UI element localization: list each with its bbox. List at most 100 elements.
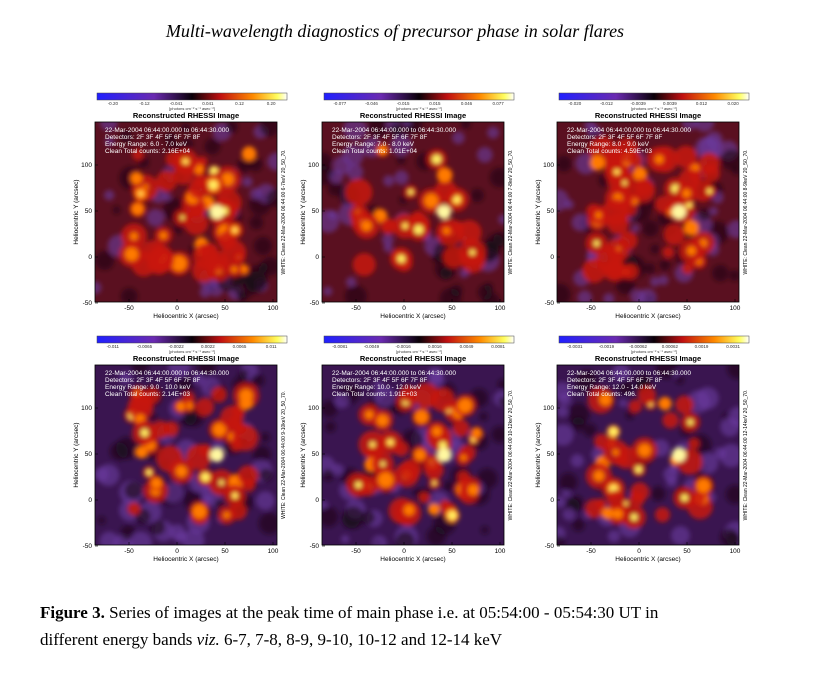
background-speckle [711, 264, 729, 282]
y-tick-label: -50 [83, 300, 93, 307]
background-speckle [631, 224, 640, 233]
background-speckle [129, 531, 153, 545]
y-tick-label: -50 [545, 543, 555, 550]
caption-text: Series of images at the peak time of mai… [109, 603, 659, 622]
background-speckle [396, 155, 406, 165]
emission-core [601, 507, 614, 520]
caption-label: Figure 3. [40, 603, 105, 622]
background-speckle [450, 284, 463, 297]
background-speckle [649, 276, 660, 287]
colorbar-unit: [photons cm⁻² s⁻¹ asec⁻²] [396, 106, 442, 111]
emission-core [683, 220, 700, 236]
figure: -0.20 -0.12 -0.041 0.041 0.12 0.20 [photons cm… [73, 92, 750, 563]
background-speckle [374, 386, 396, 408]
y-axis-label: Heliocentric Y (arcsec) [300, 179, 307, 244]
image-info: 22-Mar-2004 06:44:00.000 to 06:44:30.000 [332, 370, 456, 377]
colorbar-tick-label: 0.0019 [695, 344, 709, 349]
colorbar [96, 92, 288, 101]
emission-peak [436, 205, 451, 219]
background-speckle [322, 209, 340, 233]
emission-blob [637, 386, 657, 405]
colorbar-unit: [photons cm⁻² s⁻¹ asec⁻²] [631, 349, 677, 354]
background-speckle [95, 467, 109, 482]
y-tick-label: 0 [315, 497, 319, 504]
background-speckle [259, 468, 273, 482]
emission-peak [380, 461, 386, 467]
emission-core [686, 246, 696, 256]
colorbar-tick-label: -0.077 [333, 101, 346, 106]
y-tick-label: 100 [543, 405, 554, 412]
background-speckle [395, 531, 415, 545]
background-speckle [557, 405, 569, 418]
y-tick-label: 0 [88, 254, 92, 261]
background-speckle [236, 292, 248, 302]
image-info: Clean Total counts: 1.01E+04 [332, 148, 417, 155]
image-info: Energy Range: 12.0 - 14.0 keV [567, 384, 657, 391]
image-info: Detectors: 2F 3F 4F 5F 6F 7F 8F [567, 134, 662, 141]
y-tick-label: 100 [543, 162, 554, 169]
emission-core [428, 503, 440, 516]
background-speckle [426, 526, 447, 545]
emission-core [403, 504, 415, 516]
background-speckle [197, 365, 216, 377]
emission-core [612, 508, 623, 520]
background-speckle [242, 176, 253, 188]
emission-core [364, 410, 374, 420]
background-speckle [99, 122, 118, 132]
background-speckle [681, 122, 699, 131]
emission-core [460, 454, 467, 461]
background-speckle [95, 250, 115, 271]
colorbar-unit: [photons cm⁻² s⁻¹ asec⁻²] [396, 349, 442, 354]
background-speckle [345, 276, 357, 288]
emission-peak [608, 427, 619, 437]
background-speckle [658, 275, 669, 286]
background-speckle [342, 144, 364, 166]
emission-blob [678, 168, 700, 190]
background-speckle [729, 269, 739, 281]
colorbar-tick-label: -0.00062 [629, 344, 647, 349]
emission-core [593, 470, 605, 482]
x-tick-label: 0 [402, 548, 406, 555]
background-speckle [97, 516, 106, 525]
x-tick-label: 100 [268, 305, 279, 312]
side-label: WHITE: Clean 22-Mar-2004 06:44:00 6-7keV… [281, 149, 287, 274]
x-tick-label: 100 [268, 548, 279, 555]
background-speckle [104, 136, 115, 147]
caption-line-1: Figure 3. Series of images at the peak t… [40, 603, 659, 622]
caption-italic: viz. [197, 630, 220, 649]
image-info: Detectors: 2F 3F 4F 5F 6F 7F 8F [105, 377, 200, 384]
image-info: 22-Mar-2004 06:44:00.000 to 06:44:30.000 [332, 127, 456, 134]
x-axis-label: Heliocentric X (arcsec) [153, 313, 218, 320]
y-tick-label: -50 [310, 543, 320, 550]
emission-core [424, 193, 439, 208]
emission-blob [430, 387, 455, 412]
colorbar-tick-label: -0.0016 [396, 344, 412, 349]
background-speckle [341, 506, 365, 529]
emission-blob [130, 391, 153, 414]
y-tick-label: 50 [312, 451, 320, 458]
image-frame [94, 121, 278, 303]
side-label: WHITE: Clean 22-Mar-2004 06:44:00 12-14k… [743, 390, 749, 521]
background-speckle [329, 169, 344, 184]
emission-peak [432, 480, 437, 486]
background-speckle [709, 206, 719, 216]
emission-core [633, 167, 647, 181]
x-tick-label: -50 [586, 548, 596, 555]
background-speckle [249, 187, 262, 200]
background-speckle [557, 188, 569, 212]
y-tick-label: 50 [547, 208, 555, 215]
background-speckle [666, 476, 678, 488]
panel-title: Reconstructed RHESSI Image [360, 111, 466, 120]
panel-title: Reconstructed RHESSI Image [360, 354, 466, 363]
background-speckle [367, 122, 388, 137]
background-speckle [618, 379, 634, 396]
emission-blob [674, 145, 698, 169]
y-tick-label: 50 [312, 208, 320, 215]
image-info: 22-Mar-2004 06:44:00.000 to 06:44:30.000 [567, 127, 691, 134]
background-speckle [260, 256, 277, 276]
background-speckle [497, 379, 504, 390]
background-speckle [334, 393, 350, 409]
background-speckle [720, 528, 739, 545]
background-speckle [630, 289, 646, 302]
background-speckle [557, 535, 566, 545]
